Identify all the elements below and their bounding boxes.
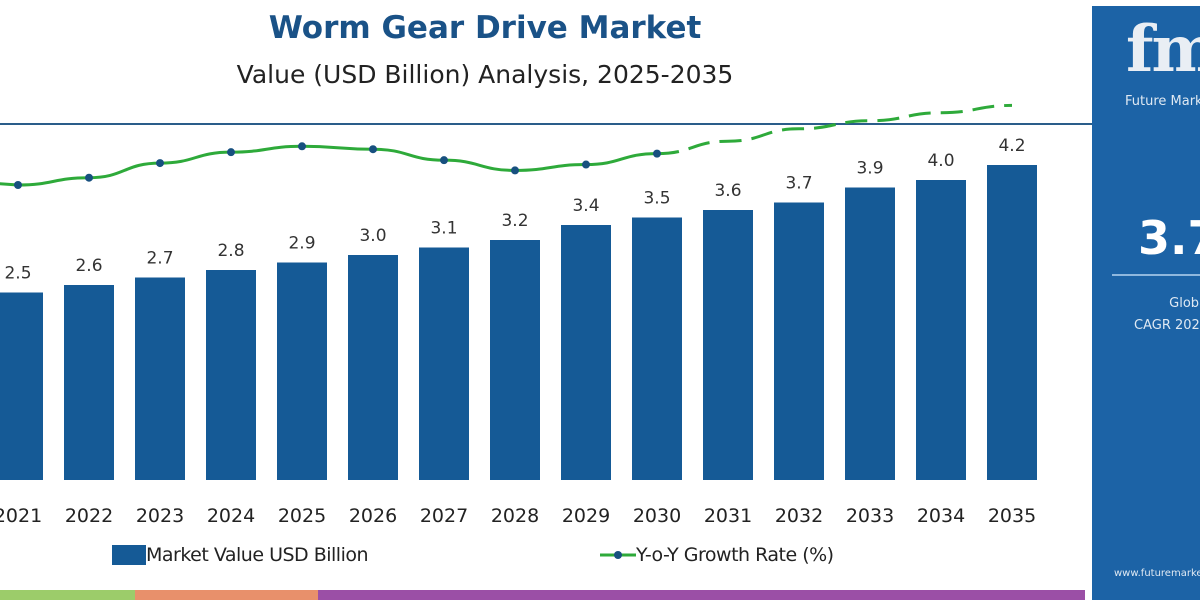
- legend-item-line: Y-o-Y Growth Rate (%): [600, 544, 834, 566]
- x-tick-2032: 2032: [775, 505, 823, 527]
- growth-line-lead: [0, 182, 19, 187]
- bottom-strip-orange: [135, 590, 318, 600]
- bar-label-2030: 3.5: [643, 189, 670, 209]
- x-tick-2030: 2030: [633, 505, 681, 527]
- bar-2026: [348, 255, 398, 480]
- bar-2022: [64, 285, 114, 480]
- x-tick-2033: 2033: [846, 505, 894, 527]
- cagr-caption: Global CAGR 2025-2035: [1134, 293, 1200, 337]
- bar-label-2035: 4.2: [998, 136, 1025, 156]
- bar-label-2031: 3.6: [714, 181, 741, 201]
- bar-2029: [561, 225, 611, 480]
- growth-point-2027: [440, 156, 448, 165]
- bar-label-2029: 3.4: [572, 196, 599, 216]
- bar-label-2024: 2.8: [217, 241, 244, 261]
- legend-item-bars: Market Value USD Billion: [112, 544, 369, 566]
- bar-2031: [703, 210, 753, 480]
- bar-2027: [419, 247, 469, 480]
- cagr-value: 3.7%: [1138, 211, 1200, 265]
- bar-2024: [206, 270, 256, 480]
- growth-line-solid: [17, 144, 658, 187]
- growth-point-2030: [653, 149, 661, 158]
- bar-2034: [916, 180, 966, 480]
- bar-label-2022: 2.6: [75, 256, 102, 276]
- growth-point-2028: [511, 166, 519, 175]
- bar-label-2032: 3.7: [785, 174, 812, 194]
- bottom-strip-green: [0, 590, 135, 600]
- legend-label-line: Y-o-Y Growth Rate (%): [636, 544, 834, 566]
- bar-label-2027: 3.1: [430, 219, 457, 239]
- x-tick-2035: 2035: [988, 505, 1036, 527]
- bar-2025: [277, 262, 327, 480]
- x-tick-2021: 2021: [0, 505, 42, 527]
- legend-swatch-bar: [112, 545, 146, 565]
- chart-subtitle: Value (USD Billion) Analysis, 2025-2035: [236, 60, 734, 89]
- x-tick-2025: 2025: [278, 505, 326, 527]
- bar-label-2026: 3.0: [359, 226, 386, 246]
- x-tick-2022: 2022: [65, 505, 113, 527]
- chart-title: Worm Gear Drive Market: [268, 10, 702, 46]
- growth-point-2021: [14, 181, 22, 189]
- x-tick-2023: 2023: [136, 505, 184, 527]
- bar-label-2028: 3.2: [501, 211, 528, 231]
- bar-2023: [135, 277, 185, 480]
- growth-point-2029: [582, 160, 590, 169]
- fmi-logo: fmi: [1126, 12, 1200, 87]
- bar-label-2021: 2.5: [4, 264, 31, 284]
- growth-point-2024: [227, 148, 235, 157]
- bar-2030: [632, 217, 682, 480]
- website-url: www.futuremarketinsights.com: [1114, 568, 1200, 579]
- growth-point-2025: [298, 142, 306, 151]
- bar-label-2034: 4.0: [927, 151, 954, 171]
- info-panel: fmi Future Market Insights 3.7% Global C…: [1092, 6, 1200, 600]
- bottom-strip-purple: [318, 590, 1085, 600]
- legend-swatch-line: [600, 551, 636, 559]
- x-tick-2028: 2028: [491, 505, 539, 527]
- x-tick-2027: 2027: [420, 505, 468, 527]
- title-divider: [0, 123, 1092, 125]
- bar-2033: [845, 187, 895, 480]
- bar-2032: [774, 202, 824, 480]
- legend-label-bars: Market Value USD Billion: [146, 544, 369, 566]
- panel-divider: [1112, 274, 1200, 276]
- brand-name: Future Market Insights: [1125, 94, 1200, 109]
- x-tick-2034: 2034: [917, 505, 965, 527]
- bar-label-2023: 2.7: [146, 249, 173, 269]
- bar-2035: [987, 165, 1037, 480]
- caption-line-1: Global: [1169, 296, 1200, 311]
- bar-2021: [0, 292, 43, 480]
- x-tick-2031: 2031: [704, 505, 752, 527]
- bar-label-2033: 3.9: [856, 159, 883, 179]
- growth-point-2022: [85, 173, 93, 182]
- bar-label-2025: 2.9: [288, 234, 315, 254]
- bar-2028: [490, 240, 540, 480]
- growth-line-dashed: [656, 103, 1013, 156]
- growth-point-2023: [156, 159, 164, 168]
- chart-area: 2.5 2021 2.6 2022 2.7 2023 2.8 2024 2.9 2025 3.0 20…: [0, 103, 1037, 527]
- caption-line-2: CAGR 2025-2035: [1134, 318, 1200, 333]
- x-tick-2026: 2026: [349, 505, 397, 527]
- x-tick-2024: 2024: [207, 505, 255, 527]
- growth-point-2026: [369, 145, 377, 154]
- x-tick-2029: 2029: [562, 505, 610, 527]
